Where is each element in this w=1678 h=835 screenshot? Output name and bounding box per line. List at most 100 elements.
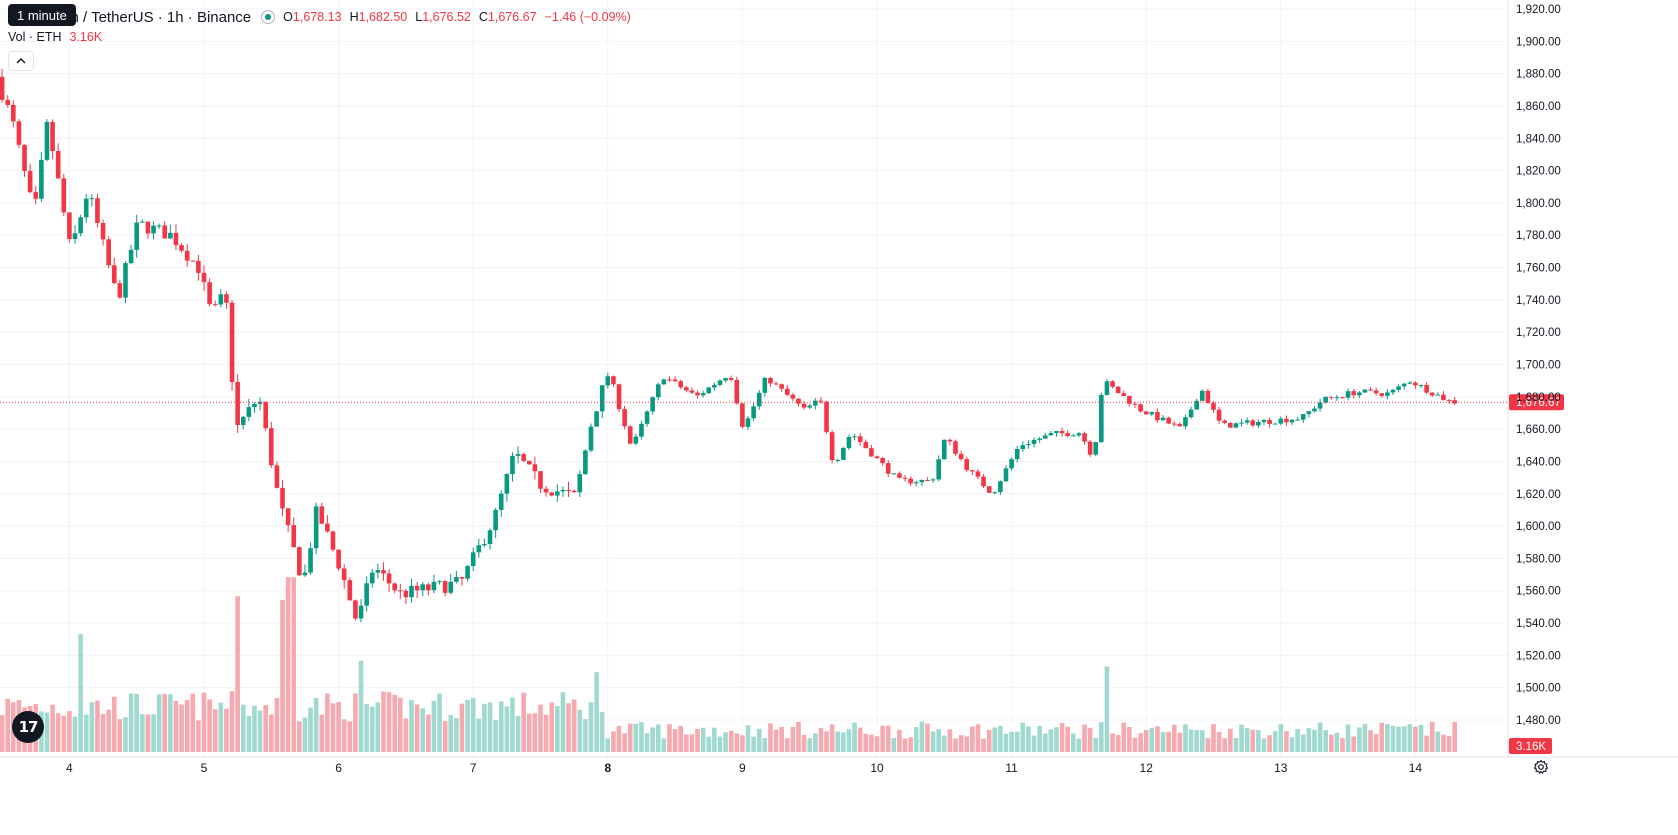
candle-body [1070,435,1076,437]
y-tick-label: 1,640.00 [1516,456,1561,468]
volume-bar [437,693,442,752]
volume-bar [605,738,611,752]
candle-body [510,455,515,475]
candle-body [661,379,667,385]
volume-bar [493,719,498,752]
candle-body [353,600,358,619]
collapse-legend-button[interactable] [8,51,34,71]
candle-body [95,198,100,223]
x-tick-label: 6 [335,761,342,775]
volume-bar [1250,729,1256,752]
volume-bar [145,714,151,752]
candle-body [397,590,403,592]
candle-body [869,448,874,457]
candle-body [947,439,953,442]
volume-legend[interactable]: Vol · ETH 3.16K [8,30,102,44]
candle-body [11,104,16,122]
volume-bar [285,577,291,752]
volume-bar [1379,722,1385,752]
symbol-legend[interactable]: um / TetherUS · 1h · Binance O1,678.13 H… [8,6,631,28]
candle-body [426,584,431,591]
candle-body [1334,397,1340,399]
volume-bar [841,732,846,752]
volume-bar [538,704,543,752]
candle-body [745,418,751,427]
volume-bar [751,736,756,752]
volume-bar [779,727,784,752]
candle-body [762,377,768,393]
gear-icon[interactable] [1531,757,1551,777]
x-tick-label: 8 [604,761,611,775]
volume-bar [431,700,437,752]
candle-body [1110,381,1115,387]
volume-bar [1104,666,1110,752]
candle-body [958,453,964,460]
volume-bar [184,699,190,752]
volume-bar [1026,726,1031,752]
tradingview-logo-icon[interactable]: 17 [12,711,44,743]
volume-bar [1385,724,1390,752]
candle-body [740,403,745,427]
volume-bar [95,700,100,752]
volume-bar [1065,726,1070,752]
candle-body [336,549,341,569]
candle-body [431,581,437,591]
candle-body [695,392,700,396]
candle-body [807,405,812,408]
volume-bar [1003,733,1009,752]
candle-body [1312,408,1317,412]
volume-bar [341,719,347,752]
x-tick-label: 5 [201,761,208,775]
candle-body [246,407,252,417]
volume-bar [218,702,224,752]
volume-bar [1452,721,1457,752]
candle-body [162,225,168,239]
volume-bar [426,714,431,752]
candle-body [1357,392,1362,396]
candle-body [1345,391,1351,398]
candle-body [437,581,442,583]
candle-body [1289,419,1295,423]
volume-bar [252,705,257,752]
volume-bar [611,731,616,752]
x-tick-label: 11 [1005,761,1018,775]
volume-bar [1300,734,1306,752]
candle-body [1413,382,1418,386]
volume-bar [661,738,667,752]
volume-bar [1160,732,1166,752]
candle-body [218,294,224,305]
candle-body [252,403,257,408]
candle-body [33,192,39,199]
candle-body [925,479,930,481]
volume-bar [813,733,818,752]
volume-bar [1429,721,1435,752]
candle-body [184,250,190,261]
candle-body [874,456,880,459]
volume-bar [353,693,358,752]
candle-body [420,584,426,591]
volume-bar [1418,724,1424,752]
volume-bar [364,704,369,752]
symbol-title[interactable]: um / TetherUS · 1h · Binance [58,8,252,26]
volume-bar [583,719,588,752]
volume-bar [992,727,998,752]
volume-bar [1390,725,1396,752]
last-price-label: 1,676.67 [1516,397,1561,409]
candle-body [22,144,27,171]
last-volume-label: 3.16K [1516,741,1546,753]
volume-bar [970,726,975,752]
candle-body [145,221,151,234]
candle-body [1295,419,1300,421]
candle-body [1160,417,1166,421]
candle-body [470,552,476,567]
candle-body [1059,431,1065,434]
candle-body [1216,409,1222,421]
volume-bar [1295,729,1300,752]
volume-bar [1413,726,1418,752]
candle-body [140,221,145,223]
volume-bar [510,697,515,752]
candle-body [571,490,577,493]
candle-body [459,576,465,579]
volume-bar [117,719,123,752]
